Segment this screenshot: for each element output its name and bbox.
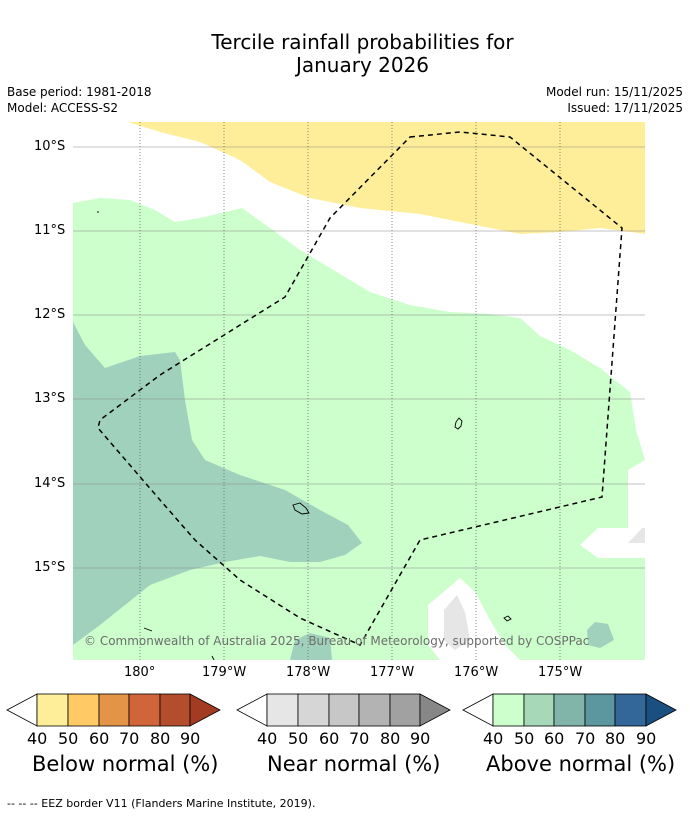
island-small: [503, 615, 512, 622]
near-tick-50: 50: [288, 729, 309, 748]
lon-label-178w: 178°W: [286, 665, 331, 680]
lat-gridlines: [73, 146, 645, 569]
eez-legend-note: -- -- -- EEZ border V11 (Flanders Marine…: [7, 797, 316, 810]
copyright-notice: © Commonwealth of Australia 2025, Bureau…: [84, 634, 590, 648]
lat-label-12s: 12°S: [34, 307, 66, 322]
above-normal-small-patch: [290, 633, 332, 660]
island-tiny: [143, 627, 153, 632]
below-normal-region: [128, 122, 645, 234]
island-dot: [97, 211, 99, 213]
near-tick-70: 70: [349, 729, 370, 748]
no-signal-region-3: [628, 460, 645, 528]
island-fiji-east: [454, 417, 463, 430]
lat-label-13s: 13°S: [34, 391, 66, 406]
colorbar-below: [6, 693, 221, 727]
title-line-2: January 2026: [295, 53, 430, 77]
colorbar-above: [462, 693, 677, 727]
above-tick-50: 50: [514, 729, 535, 748]
lon-label-175w: 175°W: [538, 665, 583, 680]
meta-right: Model run: 15/11/2025 Issued: 17/11/2025: [546, 84, 683, 116]
lat-label-11s: 11°S: [34, 223, 66, 238]
island-speck: [211, 655, 215, 660]
below-tick-50: 50: [58, 729, 79, 748]
below-tick-80: 80: [150, 729, 171, 748]
eez-border: [97, 131, 623, 646]
near-tick-60: 60: [319, 729, 340, 748]
island-koro: [292, 502, 310, 515]
lon-label-180: 180°: [124, 665, 156, 680]
near-normal-region: [444, 595, 470, 650]
above-tick-40: 40: [483, 729, 504, 748]
lon-label-179w: 179°W: [202, 665, 247, 680]
model-run: Model run: 15/11/2025: [545, 85, 683, 99]
above-normal-label: Above normal (%): [486, 752, 676, 776]
near-tick-80: 80: [380, 729, 401, 748]
lon-label-177w: 177°W: [370, 665, 415, 680]
lat-label-10s: 10°S: [34, 139, 66, 154]
above-normal-small-patch-2: [587, 622, 614, 648]
below-tick-60: 60: [89, 729, 110, 748]
above-tick-80: 80: [605, 729, 626, 748]
colorbar-near: [236, 693, 451, 727]
below-normal-label: Below normal (%): [32, 752, 219, 776]
near-tick-90: 90: [410, 729, 431, 748]
no-signal-region-2: [580, 520, 645, 558]
issued-date: Issued: 17/11/2025: [567, 101, 683, 115]
near-normal-label: Near normal (%): [267, 752, 441, 776]
below-tick-40: 40: [27, 729, 48, 748]
lat-label-14s: 14°S: [34, 476, 66, 491]
title-line-1: Tercile rainfall probabilities for: [211, 30, 514, 54]
above-tick-60: 60: [544, 729, 565, 748]
above-tick-70: 70: [575, 729, 596, 748]
base-period: Base period: 1981-2018: [7, 85, 152, 99]
below-tick-70: 70: [119, 729, 140, 748]
lon-label-176w: 176°W: [454, 665, 499, 680]
model-name: Model: ACCESS-S2: [7, 101, 119, 115]
near-tick-40: 40: [257, 729, 278, 748]
below-tick-90: 90: [180, 729, 201, 748]
near-normal-region-2: [628, 525, 645, 543]
lat-label-15s: 15°S: [34, 560, 66, 575]
above-normal-50-60-region: [73, 322, 362, 645]
map-title: Tercile rainfall probabilities for Janua…: [0, 31, 690, 77]
meta-left: Base period: 1981-2018 Model: ACCESS-S2: [7, 84, 152, 116]
above-tick-90: 90: [636, 729, 657, 748]
